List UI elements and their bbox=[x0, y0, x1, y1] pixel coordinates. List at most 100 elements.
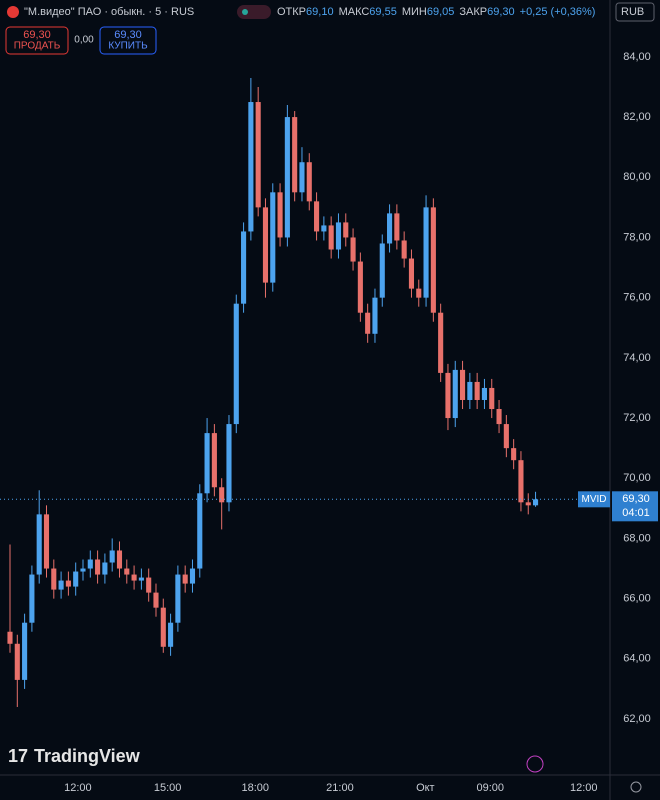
candle-body bbox=[43, 514, 50, 569]
candle-body bbox=[270, 192, 276, 283]
candle-body bbox=[138, 577, 144, 581]
candle-body bbox=[226, 424, 232, 503]
candle-body bbox=[284, 117, 290, 238]
candle-body bbox=[146, 577, 152, 593]
candle-body bbox=[438, 312, 444, 373]
y-tick-label: 72,00 bbox=[623, 412, 651, 424]
candle-body bbox=[153, 592, 159, 608]
candle-body bbox=[503, 424, 509, 449]
candle-body bbox=[401, 240, 407, 259]
ohlc-value: 69,05 bbox=[427, 6, 455, 18]
candle-body bbox=[467, 381, 473, 400]
candle-body bbox=[241, 231, 247, 304]
candle-body bbox=[204, 433, 210, 494]
candle-body bbox=[335, 222, 342, 250]
ohlc-value: 69,10 bbox=[306, 6, 334, 18]
candle-body bbox=[65, 580, 71, 587]
candle-body bbox=[51, 568, 57, 590]
y-tick-label: 62,00 bbox=[623, 713, 651, 725]
candle-body bbox=[496, 409, 502, 425]
flash-icon[interactable] bbox=[526, 755, 544, 773]
y-tick-label: 84,00 bbox=[623, 51, 651, 63]
candle-body bbox=[233, 303, 239, 425]
candle-body bbox=[211, 433, 217, 488]
ohlc-value: 69,55 bbox=[369, 6, 397, 18]
candle-body bbox=[489, 387, 495, 410]
candle-body bbox=[175, 574, 181, 623]
y-tick-label: 68,00 bbox=[623, 532, 651, 544]
candle-body bbox=[445, 372, 451, 419]
y-tick-label: 66,00 bbox=[623, 593, 651, 605]
candle-body bbox=[481, 387, 488, 400]
currency[interactable]: RUB bbox=[621, 6, 644, 18]
candle-body bbox=[29, 574, 35, 623]
candle-body bbox=[306, 162, 312, 202]
sell-label[interactable]: ПРОДАТЬ bbox=[14, 41, 61, 52]
ohlc-label: МАКС bbox=[339, 6, 370, 18]
candle-body bbox=[116, 550, 123, 569]
ohlc-label: МИН bbox=[402, 6, 427, 18]
candle-body bbox=[80, 568, 86, 572]
candle-body bbox=[460, 369, 466, 400]
candle-body bbox=[532, 499, 539, 506]
x-tick-label: 15:00 bbox=[154, 782, 182, 794]
candle-body bbox=[160, 607, 166, 647]
x-tick-label: Окт bbox=[416, 782, 435, 794]
candle-body bbox=[525, 502, 531, 506]
candle-body bbox=[197, 493, 203, 569]
candle-body bbox=[452, 369, 458, 419]
candle-body bbox=[328, 225, 334, 250]
currency-box[interactable] bbox=[615, 2, 655, 22]
symbol-logo bbox=[7, 6, 19, 18]
ohlc-change: +0,25 (+0,36%) bbox=[520, 6, 596, 18]
buy-button[interactable] bbox=[99, 26, 157, 55]
buy-label[interactable]: КУПИТЬ bbox=[108, 41, 148, 52]
price-tag-countdown: 04:01 bbox=[622, 507, 650, 519]
x-tick-label: 09:00 bbox=[477, 782, 505, 794]
candle-body bbox=[423, 207, 429, 298]
candle-body bbox=[262, 207, 269, 283]
candle-body bbox=[416, 288, 422, 298]
y-tick-label: 74,00 bbox=[623, 352, 651, 364]
candle-body bbox=[219, 487, 225, 503]
y-tick-label: 78,00 bbox=[623, 231, 651, 243]
candle-body bbox=[255, 102, 261, 208]
sell-price[interactable]: 69,30 bbox=[23, 29, 51, 41]
candle-body bbox=[109, 550, 115, 563]
candle-body bbox=[124, 568, 130, 575]
candle-body bbox=[95, 559, 101, 575]
x-tick-label: 21:00 bbox=[326, 782, 354, 794]
candle-body bbox=[189, 568, 196, 584]
price-tag-box bbox=[612, 491, 658, 522]
logo-mark: 17 bbox=[8, 746, 28, 766]
candle-body bbox=[292, 117, 298, 193]
symbol-title: "М.видео" ПАО · обыкн. · 5 · RUS bbox=[24, 6, 194, 18]
candle-body bbox=[248, 102, 254, 232]
candle-body bbox=[58, 580, 64, 590]
candle-body bbox=[102, 562, 108, 575]
sell-button[interactable] bbox=[5, 26, 69, 55]
candle-body bbox=[350, 237, 356, 262]
price-tag-symbol: MVID bbox=[582, 494, 607, 505]
logo-text: TradingView bbox=[34, 746, 141, 766]
y-tick-label: 70,00 bbox=[623, 472, 651, 484]
candle-body bbox=[299, 162, 305, 193]
candle-body bbox=[408, 258, 415, 289]
y-tick-label: 82,00 bbox=[623, 111, 651, 123]
candle-body bbox=[474, 381, 480, 400]
candle-body bbox=[7, 631, 13, 644]
candle-body bbox=[379, 243, 385, 298]
candle-body bbox=[357, 261, 363, 313]
candle-body bbox=[131, 574, 137, 581]
ohlc-group: ОТКР 69,10 МАКС 69,55 МИН 69,05 ЗАКР 69,30 +0,25… bbox=[277, 6, 595, 18]
settings-icon[interactable] bbox=[630, 781, 642, 793]
candle-body bbox=[87, 559, 93, 569]
candle-body bbox=[73, 571, 79, 587]
buy-price[interactable]: 69,30 bbox=[114, 29, 142, 41]
spread: 0,00 bbox=[74, 35, 94, 46]
candle-body bbox=[277, 192, 283, 238]
market-open-dot bbox=[242, 9, 248, 15]
candle-body bbox=[518, 460, 524, 503]
